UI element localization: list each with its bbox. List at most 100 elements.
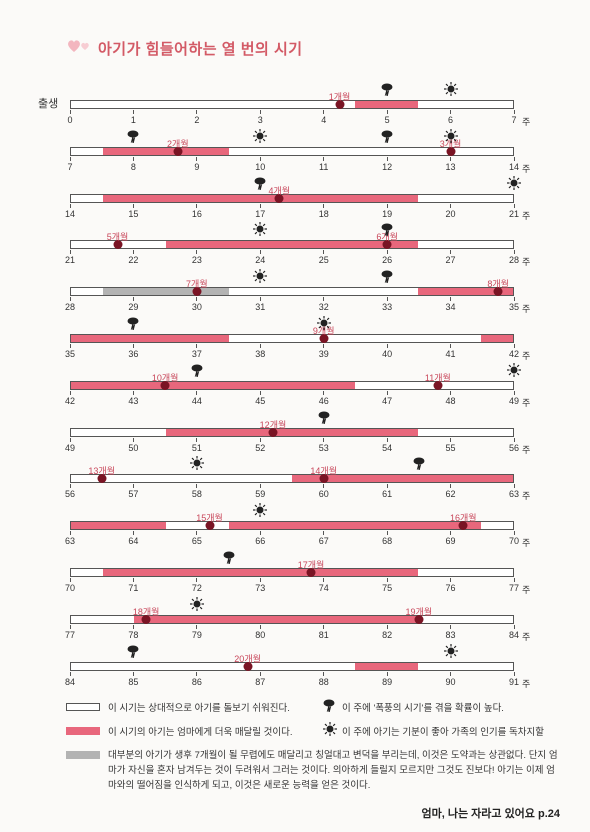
week-tick [259, 624, 261, 629]
week-track [70, 193, 514, 203]
week-tick-label: 45 [255, 395, 266, 406]
week-tick [196, 344, 198, 348]
week-tick [513, 110, 515, 114]
month-label: 17개월 [297, 560, 325, 570]
week-tick-label: 9 [194, 161, 200, 172]
month-label: 10개월 [151, 372, 179, 383]
week-tick [450, 624, 452, 629]
week-tick-label: 56 [64, 489, 76, 500]
legend-clingy-swatch [66, 751, 100, 759]
week-tick-label: 62 [445, 489, 456, 500]
week-row: 63 64 65 66 67 68 69 70 주 15개월 16개월 [0, 503, 590, 551]
leap-marker [205, 521, 215, 531]
week-tick [386, 437, 388, 442]
week-tick-label: 54 [382, 442, 393, 453]
week-tick-label: 53 [318, 442, 329, 453]
month-label: 16개월 [449, 513, 477, 524]
week-tick-label: 44 [191, 395, 202, 406]
week-tick [513, 390, 515, 395]
week-row: 49 50 51 52 53 54 55 56 주 12개월 [0, 411, 590, 458]
week-tick [69, 250, 71, 255]
week-tick-label: 24 [255, 255, 266, 266]
week-row: 7 8 9 10 11 12 13 14 주 2개월 3개월 [0, 128, 590, 177]
week-tick-label: 1 [130, 115, 136, 125]
storm-icon [222, 550, 236, 569]
week-unit: 주 [522, 257, 531, 268]
week-tick [196, 250, 198, 255]
leap-marker [319, 474, 329, 484]
week-tick-label: 68 [382, 536, 393, 547]
sun-icon [443, 643, 459, 663]
week-tick [323, 203, 325, 208]
week-tick [323, 297, 325, 302]
week-tick-label: 26 [382, 255, 393, 266]
storm-icon [412, 456, 426, 475]
week-tick [132, 671, 134, 676]
week-tick-label: 51 [191, 442, 202, 453]
month-label: 14개월 [310, 466, 337, 477]
week-tick-label: 42 [64, 395, 76, 406]
sun-icon [189, 596, 205, 616]
fussy-period [134, 615, 419, 623]
week-tick [513, 250, 515, 255]
week-tick [386, 250, 388, 255]
week-row: 14 15 16 17 18 19 20 21 주 4개월 [0, 175, 590, 224]
week-tick-label: 14 [508, 161, 520, 172]
leap-marker [306, 568, 316, 577]
week-tick [513, 203, 515, 208]
week-tick [513, 624, 515, 629]
week-tick-label: 29 [128, 302, 139, 313]
week-tick-label: 84 [64, 676, 76, 687]
week-tick [196, 578, 198, 582]
month-label: 18개월 [132, 606, 160, 617]
week-tick-label: 43 [128, 395, 139, 406]
week-tick-label: 22 [128, 255, 139, 266]
week-tick [196, 671, 198, 676]
leap-marker [433, 380, 443, 390]
week-tick-label: 46 [318, 395, 329, 406]
storm-icon [190, 363, 204, 382]
week-tick-label: 18 [318, 208, 329, 219]
fussy-period [481, 335, 513, 342]
week-tick-label: 36 [128, 349, 139, 359]
fussy-period [355, 101, 419, 108]
fussy-period [102, 569, 419, 576]
week-unit: 주 [522, 538, 531, 549]
week-track [70, 661, 514, 671]
week-unit: 주 [522, 678, 531, 689]
week-tick [259, 344, 261, 348]
week-tick-label: 71 [128, 583, 139, 593]
week-track [70, 334, 514, 343]
month-label: 15개월 [196, 513, 223, 524]
week-tick-label: 66 [255, 536, 266, 547]
sun-icon [443, 82, 459, 101]
week-tick [69, 531, 71, 536]
week-tick [196, 437, 198, 442]
storm-icon [380, 269, 394, 288]
week-tick-label: 34 [445, 302, 456, 313]
week-tick [386, 531, 388, 536]
week-tick-label: 52 [255, 442, 266, 453]
month-label: 20개월 [234, 653, 261, 664]
week-tick-label: 33 [382, 302, 393, 313]
week-track [70, 146, 514, 156]
week-tick [132, 484, 134, 489]
week-tick-label: 25 [318, 255, 329, 266]
week-tick [196, 110, 198, 114]
week-tick-label: 55 [445, 442, 456, 453]
week-tick [132, 203, 134, 208]
week-tick [259, 156, 261, 161]
week-tick [259, 437, 261, 442]
legend-calm-swatch [66, 703, 100, 711]
week-tick [323, 671, 325, 676]
week-tick [386, 203, 388, 208]
page-title: 아기가 힘들어하는 열 번의 시기 [98, 41, 303, 58]
week-tick [132, 578, 134, 582]
week-tick-label: 50 [128, 442, 139, 453]
source-citation: 엄마, 나는 자라고 있어요 p.24 [421, 808, 561, 820]
fussy-period [71, 335, 229, 342]
week-tick [450, 203, 452, 208]
week-unit: 주 [522, 491, 531, 502]
week-tick [132, 437, 134, 442]
week-tick [513, 484, 515, 489]
